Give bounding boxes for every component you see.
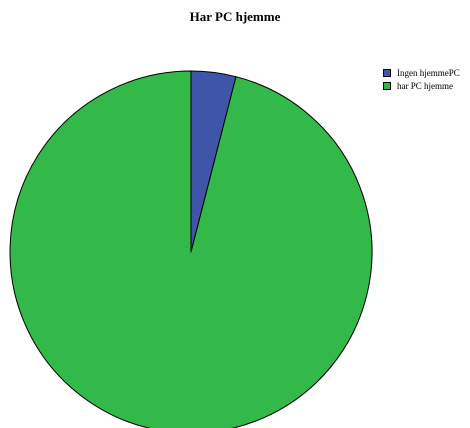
- legend-label-ingen-hjemmepc: Ingen hjemmePC: [397, 67, 460, 78]
- pie-slice-har-pc-hjemme: [9, 70, 373, 428]
- legend-item-har-pc-hjemme: har PC hjemme: [383, 79, 460, 92]
- legend-swatch-ingen-hjemmepc: [383, 68, 391, 77]
- legend-label-har-pc-hjemme: har PC hjemme: [397, 80, 453, 91]
- chart-title: Har PC hjemme: [189, 9, 281, 24]
- legend-swatch-har-pc-hjemme: [383, 81, 391, 90]
- legend-item-ingen-hjemmepc: Ingen hjemmePC: [383, 66, 460, 79]
- legend: Ingen hjemmePC har PC hjemme: [383, 66, 460, 92]
